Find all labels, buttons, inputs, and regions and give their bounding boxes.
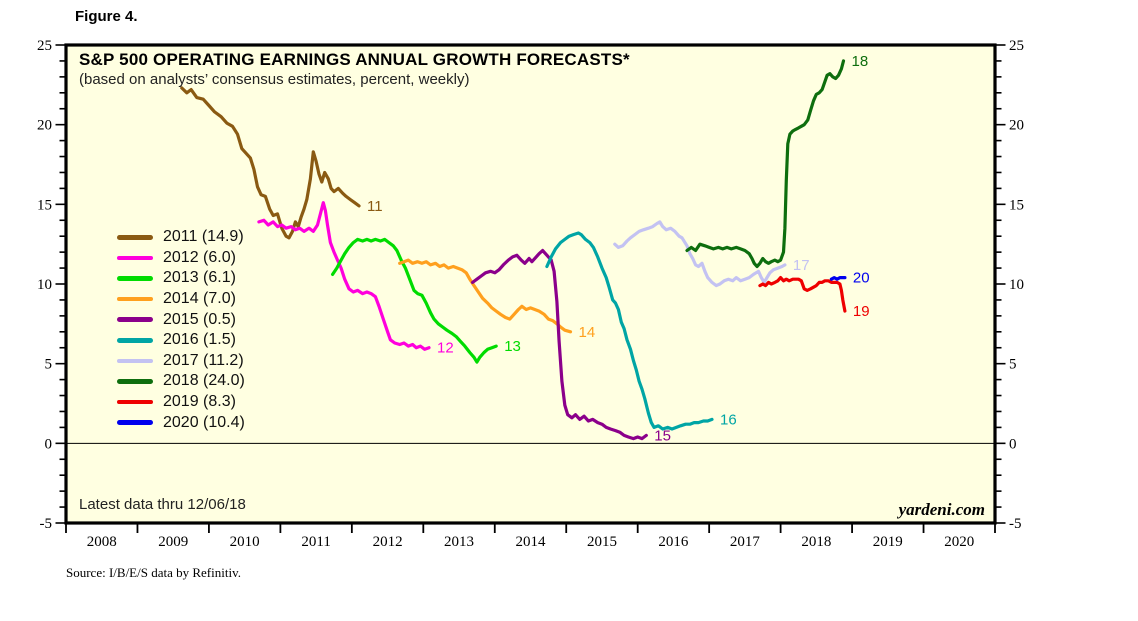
x-axis-year-label: 2016	[658, 534, 689, 550]
y-axis-label-left: 0	[45, 436, 53, 452]
legend-swatch-icon	[117, 399, 153, 405]
x-axis-year-label: 2018	[801, 534, 831, 550]
legend-item-19: 2019 (8.3)	[117, 392, 245, 413]
y-axis-label-right: -5	[1009, 516, 1022, 532]
series-line-16	[545, 231, 714, 431]
legend-item-17: 2017 (11.2)	[117, 351, 245, 372]
x-axis-year-label: 2011	[301, 534, 330, 550]
x-axis-year-label: 2014	[516, 534, 547, 550]
series-end-label-16: 16	[720, 411, 737, 428]
legend-label: 2016 (1.5)	[163, 331, 236, 349]
legend: 2011 (14.9) 2012 (6.0) 2013 (6.1) 2014 (7.0…	[117, 227, 245, 433]
legend-swatch-icon	[117, 276, 153, 281]
y-axis-label-right: 25	[1009, 38, 1024, 54]
series-end-label-18: 18	[852, 53, 869, 70]
y-axis-label-left: 25	[37, 38, 52, 54]
series-end-label-13: 13	[504, 338, 521, 355]
series-line-11	[180, 86, 361, 240]
plot-frame	[64, 43, 997, 525]
series-end-label-14: 14	[579, 324, 596, 341]
x-axis-year-label: 2013	[444, 534, 474, 550]
legend-item-12: 2012 (6.0)	[117, 248, 245, 269]
x-axis-year-label: 2020	[944, 534, 974, 550]
y-axis-label-right: 5	[1009, 357, 1017, 373]
x-axis-year-label: 2017	[730, 534, 761, 550]
series-line-20	[829, 276, 847, 281]
watermark-yardeni: yardeni.com	[898, 500, 985, 519]
x-axis-year-label: 2009	[158, 534, 188, 550]
legend-item-13: 2013 (6.1)	[117, 268, 245, 289]
legend-item-16: 2016 (1.5)	[117, 330, 245, 351]
series-line-15	[471, 248, 648, 441]
y-axis-label-left: 15	[37, 197, 52, 213]
legend-swatch-icon	[117, 296, 153, 302]
legend-label: 2011 (14.9)	[163, 228, 244, 246]
legend-label: 2018 (24.0)	[163, 372, 245, 390]
x-axis-year-label: 2008	[87, 534, 117, 550]
figure-label: Figure 4.	[75, 8, 138, 25]
legend-swatch-icon	[117, 255, 153, 261]
series-line-17	[613, 220, 787, 288]
legend-swatch-icon	[117, 420, 153, 425]
legend-label: 2014 (7.0)	[163, 290, 236, 308]
legend-item-15: 2015 (0.5)	[117, 309, 245, 330]
legend-label: 2019 (8.3)	[163, 393, 236, 411]
series-end-label-11: 11	[367, 198, 383, 215]
y-axis-label-left: -5	[40, 516, 53, 532]
legend-swatch-icon	[117, 317, 153, 322]
x-axis-year-label: 2019	[873, 534, 903, 550]
legend-label: 2017 (11.2)	[163, 351, 244, 369]
legend-swatch-icon	[117, 235, 153, 240]
latest-data-note: Latest data thru 12/06/18	[79, 496, 246, 513]
y-axis-label-right: 15	[1009, 197, 1024, 213]
series-end-label-20: 20	[853, 270, 870, 287]
legend-label: 2013 (6.1)	[163, 269, 236, 287]
legend-item-11: 2011 (14.9)	[117, 227, 245, 248]
series-end-label-15: 15	[654, 427, 671, 444]
x-axis-year-label: 2010	[230, 534, 260, 550]
series-line-13	[331, 237, 498, 364]
y-axis-label-right: 20	[1009, 118, 1024, 134]
legend-item-18: 2018 (24.0)	[117, 371, 245, 392]
legend-label: 2012 (6.0)	[163, 248, 236, 266]
chart-subtitle: (based on analysts’ consensus estimates,…	[79, 71, 470, 88]
legend-swatch-icon	[117, 358, 153, 364]
x-axis-year-label: 2012	[373, 534, 403, 550]
x-axis-year-label: 2015	[587, 534, 617, 550]
legend-item-14: 2014 (7.0)	[117, 289, 245, 310]
legend-item-20: 2020 (10.4)	[117, 412, 245, 433]
legend-swatch-icon	[117, 379, 153, 384]
series-line-14	[398, 258, 573, 334]
series-end-label-17: 17	[793, 257, 810, 274]
source-note: Source: I/B/E/S data by Refinitiv.	[66, 565, 241, 580]
y-axis-label-left: 10	[37, 277, 52, 293]
y-axis-label-left: 20	[37, 118, 52, 134]
legend-label: 2020 (10.4)	[163, 413, 245, 431]
chart-title: S&P 500 OPERATING EARNINGS ANNUAL GROWTH…	[79, 50, 630, 69]
legend-swatch-icon	[117, 338, 153, 343]
series-end-label-12: 12	[437, 340, 454, 357]
y-axis-label-right: 0	[1009, 436, 1017, 452]
series-line-12	[257, 201, 431, 351]
y-axis-label-left: 5	[45, 357, 53, 373]
legend-label: 2015 (0.5)	[163, 310, 236, 328]
series-line-18	[685, 59, 846, 269]
series-line-19	[758, 276, 847, 313]
y-axis-label-right: 10	[1009, 277, 1024, 293]
series-end-label-19: 19	[853, 303, 870, 320]
